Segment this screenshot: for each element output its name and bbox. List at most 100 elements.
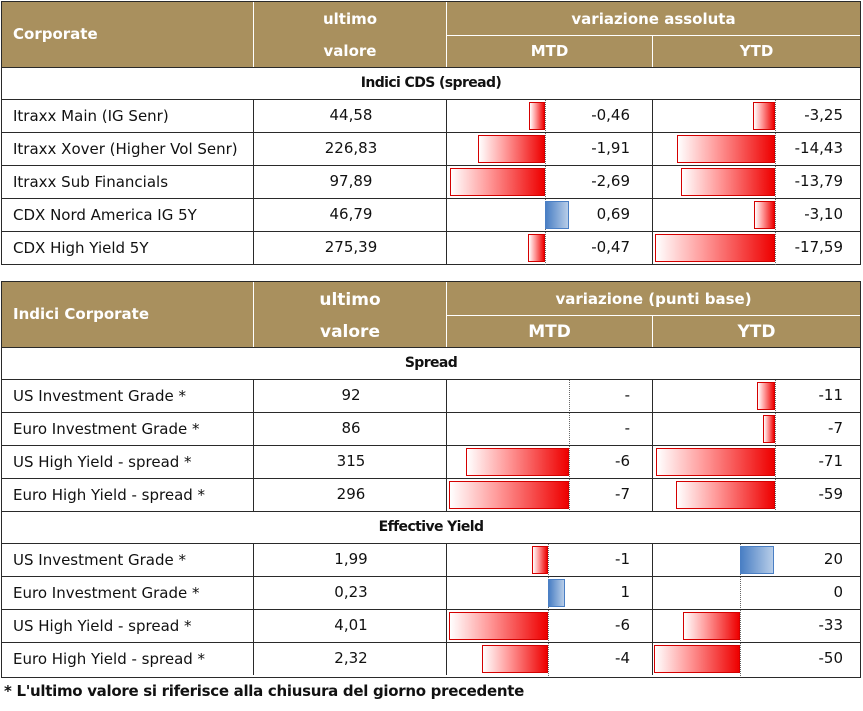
last-value: 2,32 bbox=[334, 649, 368, 667]
last-value-header-line2: valore bbox=[320, 322, 380, 342]
corner-header: Indici Corporate bbox=[13, 305, 150, 323]
column-divider bbox=[446, 199, 447, 231]
ytd-change-bar bbox=[763, 415, 775, 443]
last-value: 0,23 bbox=[334, 583, 368, 601]
index-name: CDX Nord America IG 5Y bbox=[13, 206, 197, 224]
table-header: Indici Corporate ultimo valore variazion… bbox=[2, 282, 860, 347]
column-divider bbox=[652, 446, 653, 478]
table-row: Itraxx Sub Financials 97,89 -2,69 -13,79 bbox=[2, 165, 860, 199]
ytd-change-bar bbox=[654, 645, 740, 673]
column-divider bbox=[446, 479, 447, 511]
last-value: 97,89 bbox=[329, 172, 373, 190]
column-divider bbox=[652, 232, 653, 264]
column-divider bbox=[253, 199, 254, 231]
column-divider bbox=[253, 479, 254, 511]
mtd-zero-axis bbox=[548, 610, 549, 643]
mtd-change-bar bbox=[482, 645, 548, 673]
column-divider bbox=[446, 643, 447, 675]
ytd-change-bar bbox=[753, 201, 775, 229]
column-divider bbox=[652, 133, 653, 165]
column-divider bbox=[446, 446, 447, 478]
column-divider bbox=[446, 100, 447, 132]
column-divider bbox=[446, 133, 447, 165]
change-group-header: variazione (punti base) bbox=[555, 290, 752, 308]
ytd-zero-axis bbox=[775, 446, 776, 479]
index-name: Itraxx Main (IG Senr) bbox=[13, 107, 169, 125]
section-title: Spread bbox=[2, 347, 860, 379]
last-value: 315 bbox=[336, 452, 366, 470]
ytd-header: YTD bbox=[737, 322, 776, 342]
ytd-change-value: 20 bbox=[823, 550, 843, 568]
mtd-change-value: -2,69 bbox=[591, 172, 630, 190]
ytd-zero-axis bbox=[775, 133, 776, 166]
column-divider bbox=[253, 643, 254, 675]
mtd-zero-axis bbox=[545, 100, 546, 133]
mtd-zero-axis bbox=[545, 133, 546, 166]
index-name: CDX High Yield 5Y bbox=[13, 239, 149, 257]
column-divider bbox=[652, 380, 653, 412]
ytd-zero-axis bbox=[775, 199, 776, 232]
index-name: US Investment Grade * bbox=[13, 387, 186, 405]
ytd-change-bar bbox=[683, 612, 740, 640]
last-value: 1,99 bbox=[334, 550, 368, 568]
mtd-change-bar bbox=[448, 481, 569, 509]
table-row: Euro High Yield - spread * 296 -7 -59 bbox=[2, 478, 860, 512]
column-divider bbox=[652, 166, 653, 198]
ytd-change-value: -33 bbox=[818, 616, 844, 634]
ytd-change-value: -3,10 bbox=[804, 205, 843, 223]
ytd-change-bar bbox=[675, 481, 775, 509]
mtd-zero-axis bbox=[548, 544, 549, 577]
mtd-zero-axis bbox=[548, 643, 549, 676]
ytd-zero-axis bbox=[775, 413, 776, 446]
column-divider bbox=[253, 232, 254, 264]
mtd-change-bar bbox=[528, 102, 545, 130]
ytd-change-bar bbox=[676, 135, 775, 163]
table-row: CDX High Yield 5Y 275,39 -0,47 -17,59 bbox=[2, 231, 860, 265]
last-value-header-line1: ultimo bbox=[322, 10, 378, 28]
mtd-zero-axis bbox=[545, 232, 546, 265]
mtd-change-bar bbox=[528, 234, 545, 262]
column-divider bbox=[253, 413, 254, 445]
table-row: US High Yield - spread * 315 -6 -71 bbox=[2, 445, 860, 479]
mtd-change-value: -4 bbox=[615, 649, 630, 667]
mtd-zero-axis bbox=[569, 413, 570, 446]
column-divider bbox=[253, 610, 254, 642]
table-row: US High Yield - spread * 4,01 -6 -33 bbox=[2, 609, 860, 643]
ytd-change-value: -3,25 bbox=[804, 106, 843, 124]
mtd-change-value: 0,69 bbox=[596, 205, 630, 223]
column-divider bbox=[446, 380, 447, 412]
column-divider bbox=[652, 413, 653, 445]
table-row: Euro High Yield - spread * 2,32 -4 -50 bbox=[2, 642, 860, 676]
ytd-change-bar bbox=[681, 168, 775, 196]
index-name: US Investment Grade * bbox=[13, 551, 186, 569]
corner-header: Corporate bbox=[13, 25, 98, 43]
table-row: Itraxx Xover (Higher Vol Senr) 226,83 -1,9… bbox=[2, 132, 860, 166]
column-divider bbox=[652, 479, 653, 511]
column-divider bbox=[446, 610, 447, 642]
mtd-zero-axis bbox=[545, 166, 546, 199]
ytd-header: YTD bbox=[739, 42, 774, 60]
ytd-change-value: -59 bbox=[818, 485, 844, 503]
mtd-change-bar bbox=[449, 612, 548, 640]
mtd-change-value: -6 bbox=[615, 616, 630, 634]
column-divider bbox=[446, 413, 447, 445]
mtd-change-bar bbox=[548, 579, 565, 607]
mtd-change-value: -0,47 bbox=[591, 238, 630, 256]
last-value: 275,39 bbox=[324, 238, 378, 256]
index-name: Itraxx Sub Financials bbox=[13, 173, 169, 191]
ytd-change-value: -14,43 bbox=[794, 139, 843, 157]
table-row: US Investment Grade * 92 - -11 bbox=[2, 379, 860, 413]
mtd-change-value: -7 bbox=[615, 485, 630, 503]
ytd-change-value: 0 bbox=[833, 583, 843, 601]
ytd-zero-axis bbox=[740, 577, 741, 610]
index-name: Euro Investment Grade * bbox=[13, 420, 200, 438]
column-divider bbox=[446, 544, 447, 576]
mtd-change-bar bbox=[531, 546, 548, 574]
last-value: 226,83 bbox=[324, 139, 378, 157]
ytd-change-bar bbox=[756, 382, 775, 410]
change-group-header: variazione assoluta bbox=[571, 10, 736, 28]
column-divider bbox=[253, 446, 254, 478]
ytd-zero-axis bbox=[740, 610, 741, 643]
column-divider bbox=[253, 380, 254, 412]
column-divider bbox=[253, 166, 254, 198]
